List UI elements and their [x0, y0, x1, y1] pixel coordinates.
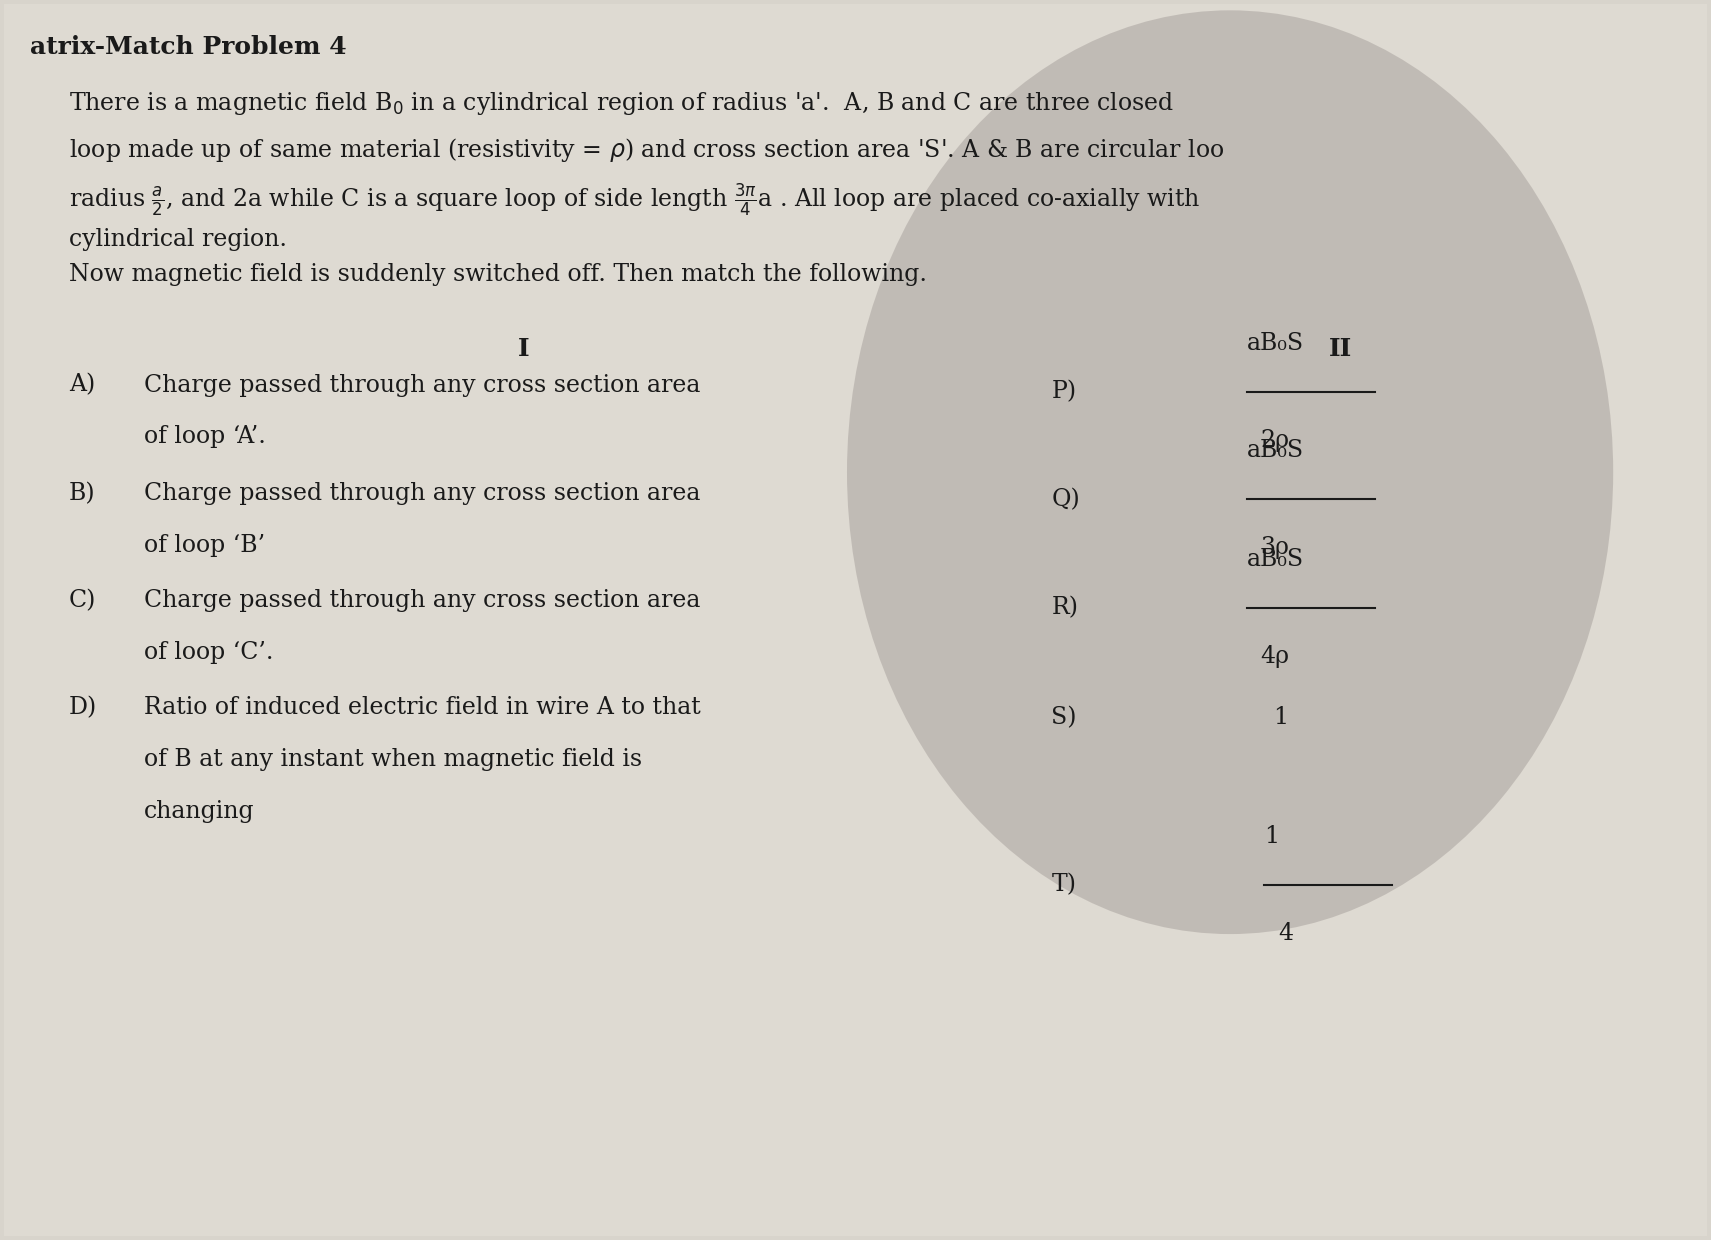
Text: cylindrical region.: cylindrical region.	[68, 228, 287, 252]
Text: loop made up of same material (resistivity = $\rho$) and cross section area 'S'.: loop made up of same material (resistivi…	[68, 136, 1223, 164]
Text: 1: 1	[1273, 707, 1288, 729]
Ellipse shape	[847, 10, 1613, 934]
Text: Charge passed through any cross section area: Charge passed through any cross section …	[144, 589, 700, 613]
Text: Q): Q)	[1051, 487, 1080, 511]
Text: D): D)	[68, 697, 98, 719]
Text: 1: 1	[1264, 825, 1280, 848]
Text: B): B)	[68, 482, 96, 505]
Text: of loop ‘B’: of loop ‘B’	[144, 533, 265, 557]
Text: atrix-Match Problem 4: atrix-Match Problem 4	[29, 35, 346, 60]
FancyBboxPatch shape	[3, 4, 1708, 1236]
Text: II: II	[1329, 337, 1352, 361]
Text: Charge passed through any cross section area: Charge passed through any cross section …	[144, 373, 700, 397]
Text: Ratio of induced electric field in wire A to that: Ratio of induced electric field in wire …	[144, 697, 700, 719]
Text: of loop ‘A’.: of loop ‘A’.	[144, 425, 265, 449]
Text: Now magnetic field is suddenly switched off. Then match the following.: Now magnetic field is suddenly switched …	[68, 263, 927, 285]
Text: I: I	[518, 337, 529, 361]
Text: R): R)	[1051, 596, 1078, 619]
Text: A): A)	[68, 373, 96, 397]
Text: 2ρ: 2ρ	[1261, 429, 1290, 453]
Text: T): T)	[1051, 873, 1076, 897]
Text: 4ρ: 4ρ	[1261, 645, 1290, 667]
Text: P): P)	[1051, 381, 1076, 404]
Text: of loop ‘C’.: of loop ‘C’.	[144, 641, 274, 663]
Text: There is a magnetic field B$_0$ in a cylindrical region of radius 'a'.  A, B and: There is a magnetic field B$_0$ in a cyl…	[68, 91, 1174, 118]
Text: aB₀S: aB₀S	[1247, 332, 1304, 355]
Text: S): S)	[1051, 707, 1076, 729]
Text: radius $\frac{a}{2}$, and 2a while C is a square loop of side length $\frac{3\pi: radius $\frac{a}{2}$, and 2a while C is …	[68, 181, 1199, 219]
Text: changing: changing	[144, 800, 255, 823]
Text: 3ρ: 3ρ	[1261, 536, 1290, 559]
Text: 4: 4	[1278, 921, 1294, 945]
Text: C): C)	[68, 589, 96, 613]
Text: of B at any instant when magnetic field is: of B at any instant when magnetic field …	[144, 748, 642, 771]
Text: aB₀S: aB₀S	[1247, 548, 1304, 570]
Text: aB₀S: aB₀S	[1247, 439, 1304, 463]
Text: Charge passed through any cross section area: Charge passed through any cross section …	[144, 482, 700, 505]
